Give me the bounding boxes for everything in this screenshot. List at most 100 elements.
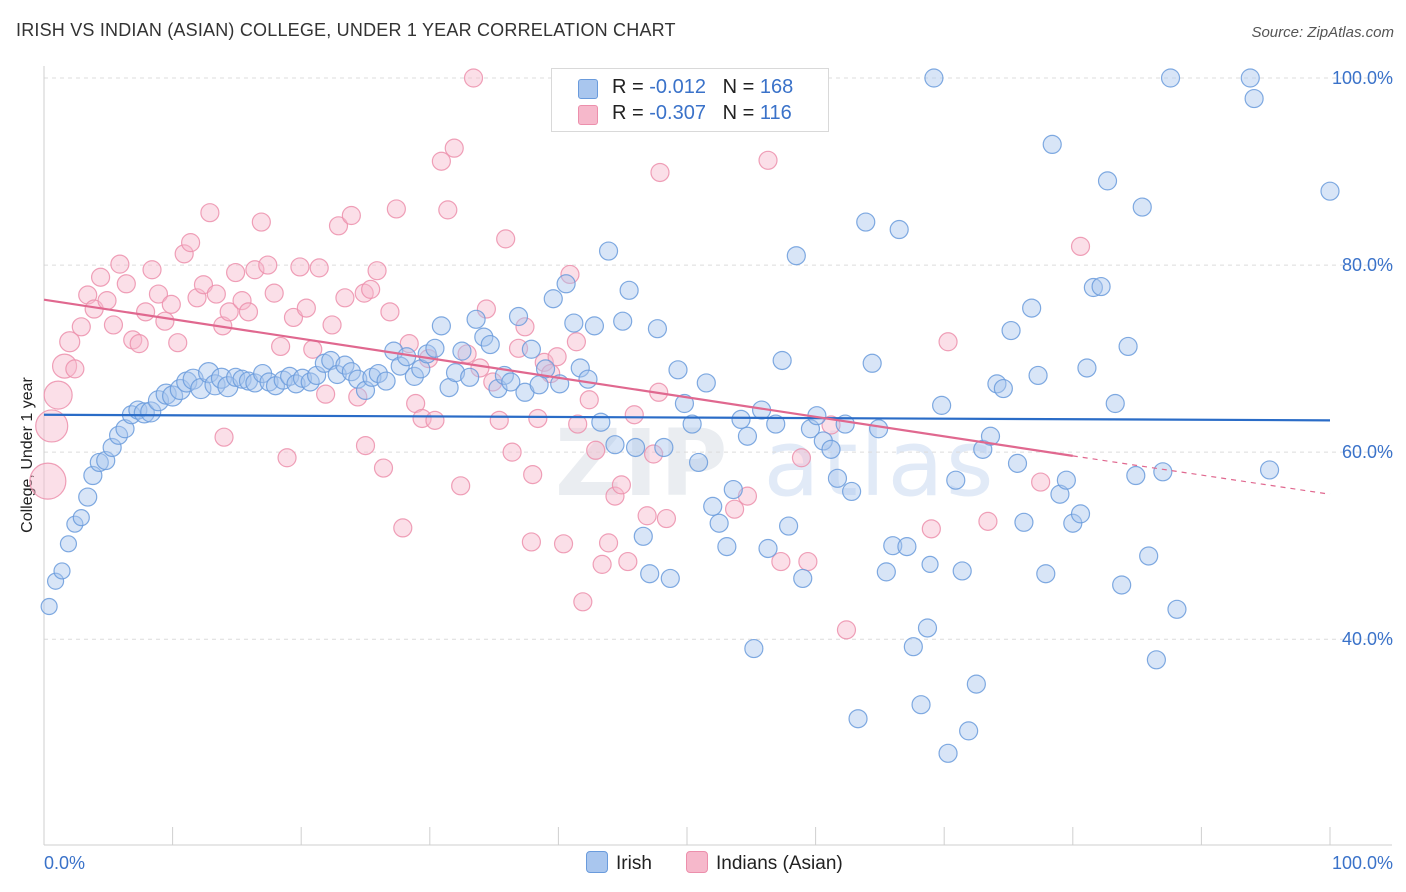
indian-point bbox=[110, 254, 130, 274]
irish-point bbox=[688, 452, 709, 473]
indian-point bbox=[798, 551, 818, 572]
irish-point bbox=[115, 419, 135, 439]
irish-point bbox=[1105, 393, 1125, 414]
irish-point bbox=[723, 479, 743, 500]
irish-point bbox=[1028, 365, 1048, 386]
indian-point bbox=[560, 264, 580, 285]
chart-source: Source: ZipAtlas.com bbox=[1251, 24, 1394, 41]
indian-point bbox=[568, 414, 588, 434]
indian-point bbox=[309, 258, 329, 278]
axes bbox=[43, 66, 1392, 846]
irish-point bbox=[376, 371, 396, 391]
trend-lines bbox=[43, 298, 1331, 495]
indian-point bbox=[579, 390, 599, 410]
indian-point bbox=[566, 332, 587, 352]
irish-point bbox=[883, 536, 903, 556]
irish-point bbox=[564, 313, 584, 333]
irish-point bbox=[980, 426, 1001, 446]
irish-point bbox=[758, 538, 778, 559]
irish-point bbox=[348, 369, 368, 389]
indian-point bbox=[97, 291, 117, 311]
indian-point bbox=[155, 311, 175, 331]
irish-point bbox=[778, 516, 799, 536]
indian-point bbox=[328, 216, 349, 236]
indian-point bbox=[232, 291, 252, 311]
irish-trend-line bbox=[43, 413, 1331, 422]
irish-point bbox=[1160, 68, 1181, 88]
irish-point bbox=[1097, 171, 1118, 191]
irish-point bbox=[543, 289, 563, 309]
irish-point bbox=[1244, 88, 1264, 109]
indian-point bbox=[611, 475, 632, 495]
irish-point bbox=[1042, 134, 1062, 155]
irish-point bbox=[848, 709, 868, 729]
irish-point bbox=[911, 695, 931, 715]
irish-point bbox=[625, 437, 646, 458]
indian-point bbox=[90, 267, 111, 287]
irish-point bbox=[1320, 181, 1340, 201]
irish-point bbox=[932, 395, 952, 415]
irish-point bbox=[474, 327, 494, 347]
indian-point bbox=[238, 302, 259, 322]
indian-point bbox=[476, 299, 496, 319]
irish-point bbox=[1083, 277, 1103, 298]
indian-point bbox=[463, 68, 484, 88]
indian-point bbox=[1070, 236, 1091, 256]
indian-point bbox=[341, 205, 361, 226]
irish-point bbox=[226, 367, 246, 387]
irish-point bbox=[578, 369, 598, 389]
indian-point bbox=[29, 462, 67, 500]
correlation-legend: R = -0.012 N = 168 R = -0.307 N = 116 bbox=[551, 68, 829, 132]
indian-point bbox=[978, 511, 998, 531]
indian-point bbox=[523, 464, 543, 485]
irish-point bbox=[508, 306, 529, 327]
irish-point bbox=[921, 555, 939, 573]
indian-point bbox=[586, 440, 606, 460]
indian-point bbox=[219, 302, 239, 322]
indian-point bbox=[361, 279, 381, 299]
irish-legend-swatch bbox=[586, 851, 608, 873]
indian-legend-label: Indians (Asian) bbox=[716, 853, 843, 874]
irish-point bbox=[460, 367, 480, 387]
irish-point bbox=[431, 316, 451, 336]
indian-point bbox=[296, 298, 316, 318]
irish-point bbox=[1118, 336, 1138, 357]
irish-point bbox=[827, 468, 848, 488]
indian-point bbox=[444, 138, 464, 158]
indian-point bbox=[502, 442, 522, 462]
irish-point bbox=[744, 638, 764, 659]
irish-series bbox=[40, 68, 1340, 763]
irish-point bbox=[321, 350, 341, 371]
irish-point bbox=[1240, 68, 1260, 88]
irish-point bbox=[556, 274, 576, 294]
indian-point bbox=[271, 336, 291, 357]
indian-point bbox=[451, 476, 471, 496]
indian-point bbox=[258, 255, 278, 275]
irish-point bbox=[696, 373, 716, 393]
irish-point bbox=[1146, 650, 1166, 670]
tick-labels: 40.0% 60.0% 80.0% 100.0% 0.0% 100.0% bbox=[44, 68, 1393, 873]
indian-point bbox=[226, 262, 246, 283]
irish-point bbox=[654, 437, 674, 458]
irish-point bbox=[640, 564, 660, 584]
irish-point bbox=[938, 743, 958, 763]
y-tick-label: 100.0% bbox=[1332, 68, 1393, 88]
indian-point bbox=[438, 200, 458, 220]
irish-point bbox=[140, 401, 162, 423]
irish-point bbox=[535, 359, 556, 379]
irish-point bbox=[821, 439, 841, 459]
irish-point bbox=[1050, 484, 1070, 504]
irish-point bbox=[53, 562, 71, 580]
indian-point bbox=[380, 302, 400, 322]
irish-point bbox=[952, 561, 972, 581]
indian-point bbox=[168, 333, 188, 353]
irish-point bbox=[72, 509, 90, 527]
watermark-zip: ZIP bbox=[555, 410, 730, 517]
indian-point bbox=[1031, 472, 1051, 492]
indian-point bbox=[290, 257, 310, 277]
indian-point bbox=[431, 151, 451, 171]
indian-point bbox=[836, 620, 857, 640]
irish-point bbox=[425, 338, 445, 358]
irish-point bbox=[133, 402, 155, 424]
